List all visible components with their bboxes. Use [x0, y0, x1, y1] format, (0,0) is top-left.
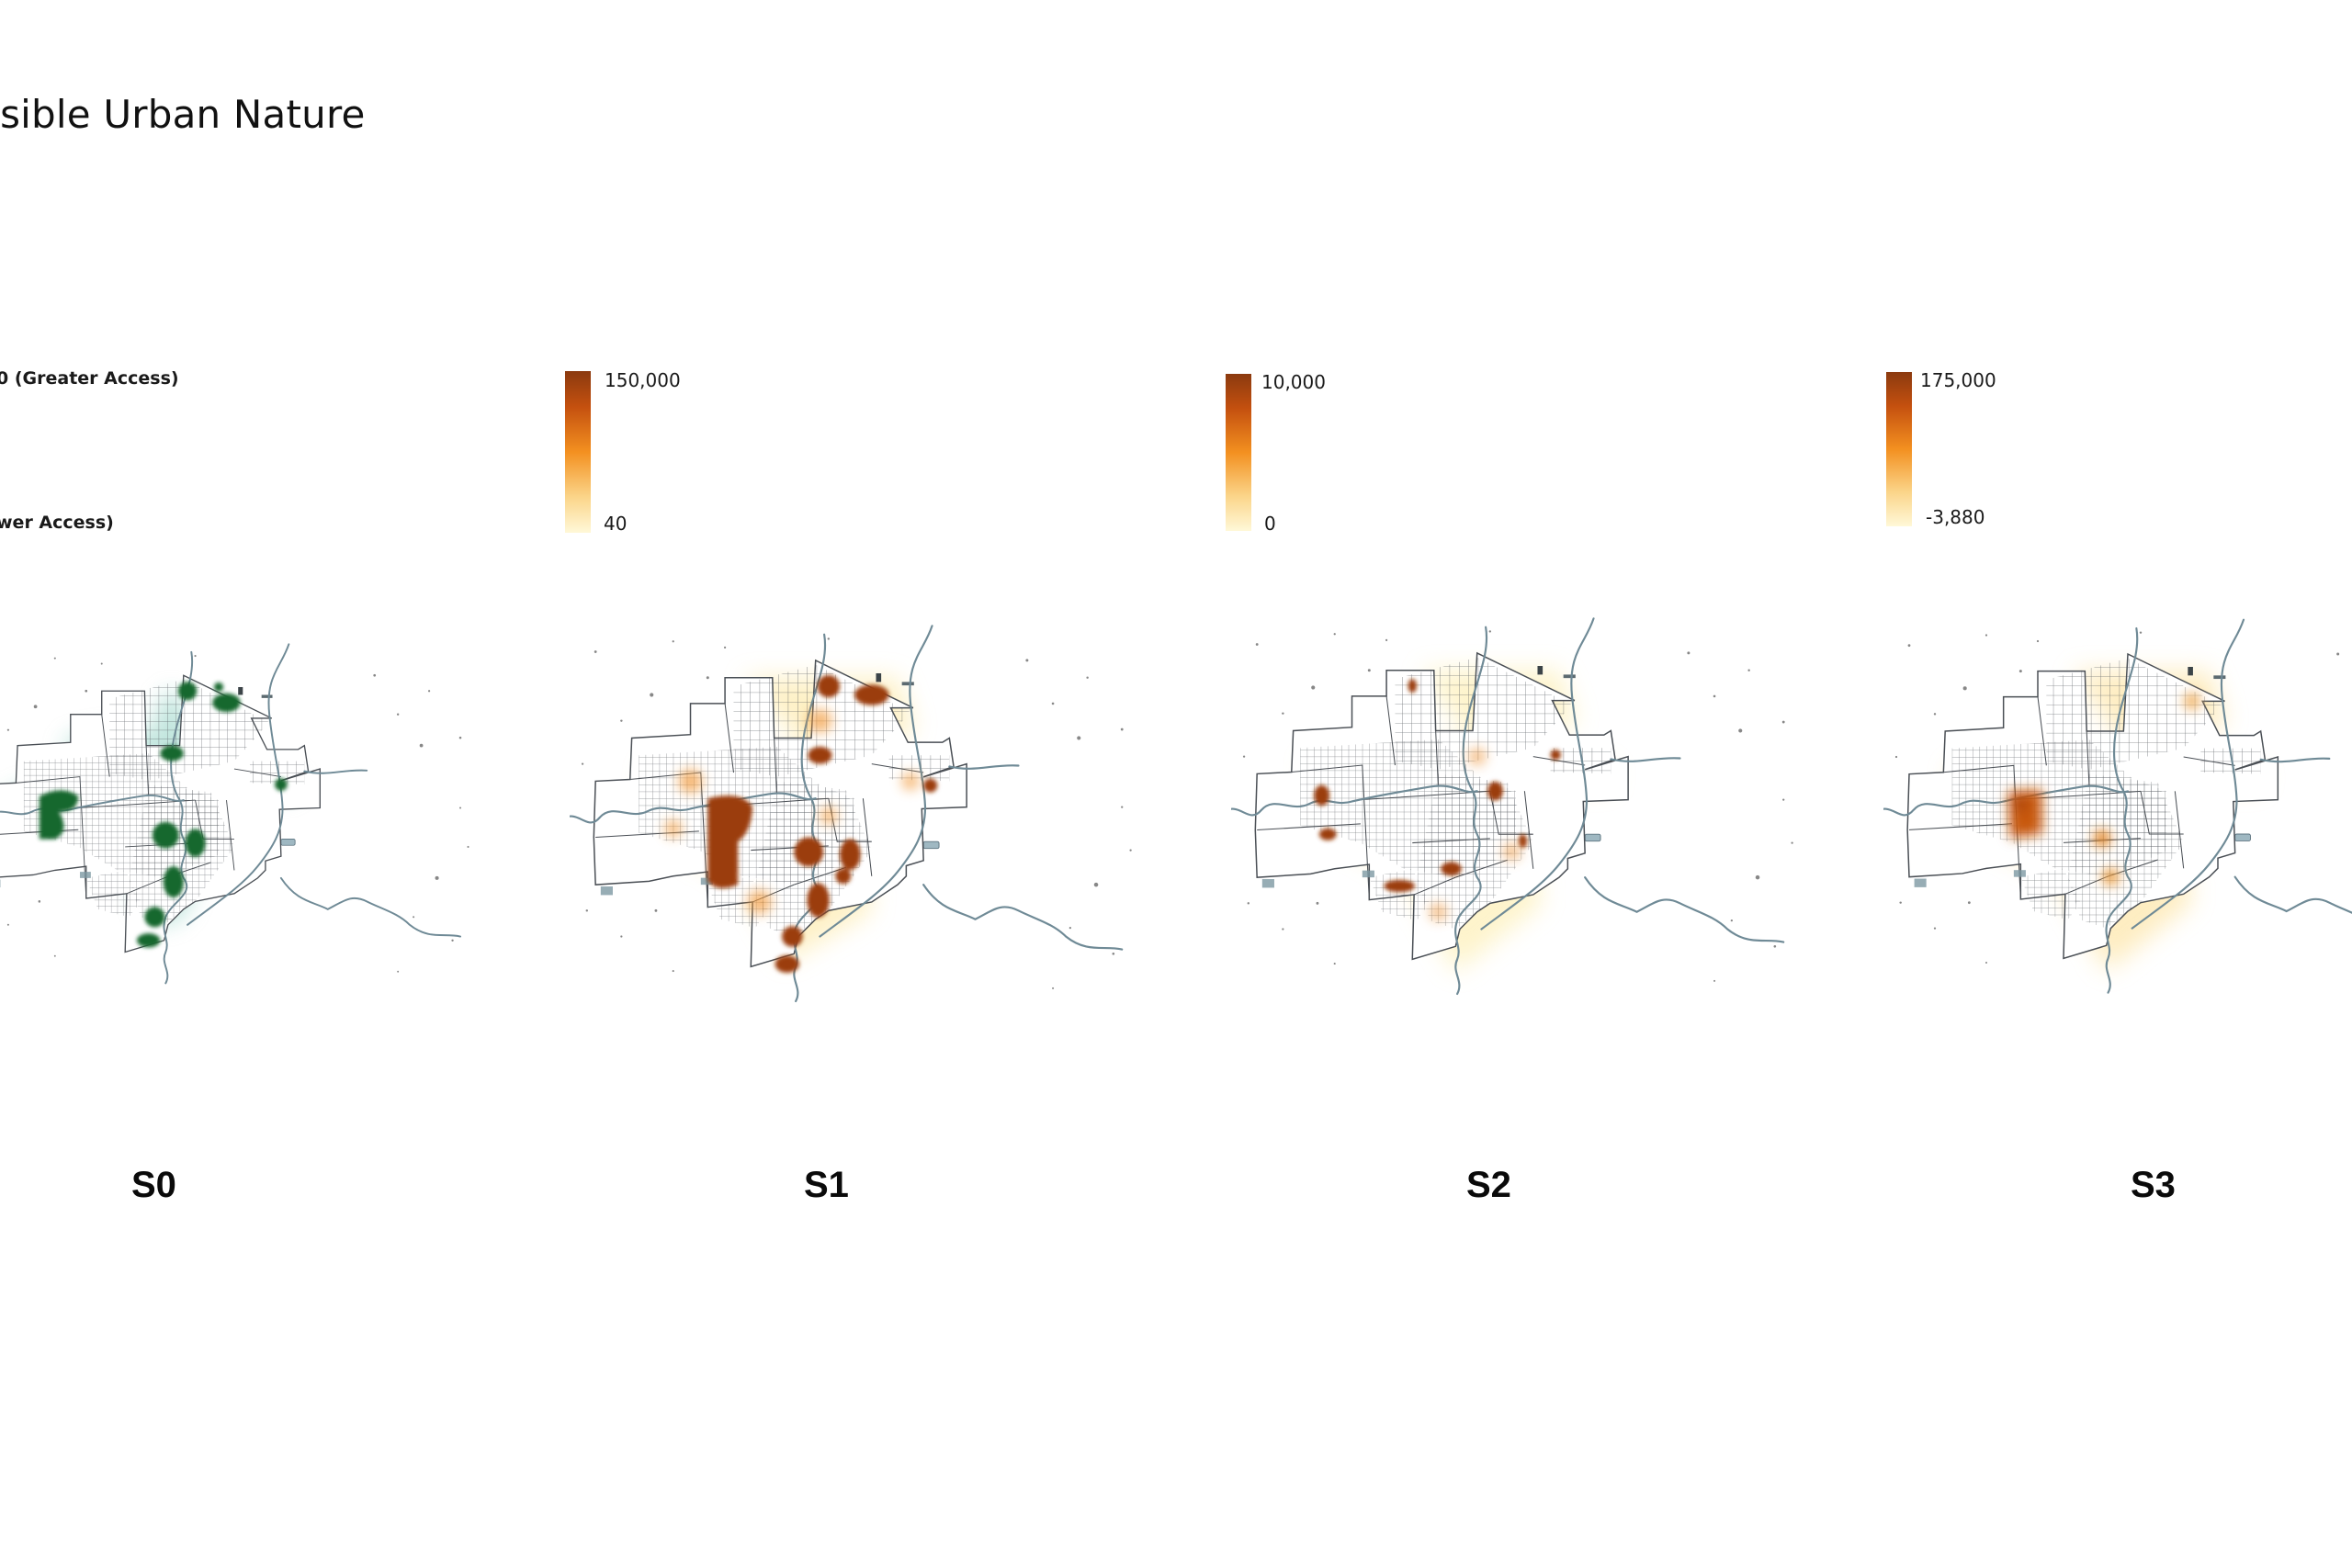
- s1-heat-hotspots: [707, 674, 938, 973]
- s1-legend-min: 40: [604, 513, 628, 535]
- scenario-label-s0: S0: [131, 1165, 176, 1205]
- s2-legend-max: 10,000: [1261, 371, 1326, 393]
- s3-color-ramp: [1886, 372, 1912, 526]
- s3-map: [1883, 618, 2352, 994]
- s1-map: [570, 625, 1133, 1003]
- s1-heat-mid: [664, 708, 920, 915]
- scenario-label-s3: S3: [2131, 1165, 2176, 1205]
- s0-legend-bottom-label: wer Access): [0, 513, 114, 533]
- s3-legend-min: -3,880: [1926, 506, 1985, 528]
- scenario-label-s2: S2: [1466, 1165, 1511, 1205]
- s2-heat-hotspots: [1314, 679, 1561, 893]
- s3-heat-hotspots: [2007, 693, 2201, 886]
- s2-map: [1231, 617, 1794, 996]
- s0-legend-top-label: 0 (Greater Access): [0, 368, 179, 389]
- s3-legend-max: 175,000: [1920, 369, 1996, 391]
- scenario-label-s1: S1: [804, 1165, 849, 1205]
- s0-map: [0, 643, 470, 985]
- s1-color-ramp: [565, 371, 591, 533]
- s2-color-ramp: [1226, 374, 1251, 531]
- s0-access-hotspots: [39, 682, 288, 948]
- figure-title: ssible Urban Nature: [0, 92, 366, 137]
- s2-legend-min: 0: [1264, 513, 1276, 535]
- s1-legend-max: 150,000: [605, 369, 681, 391]
